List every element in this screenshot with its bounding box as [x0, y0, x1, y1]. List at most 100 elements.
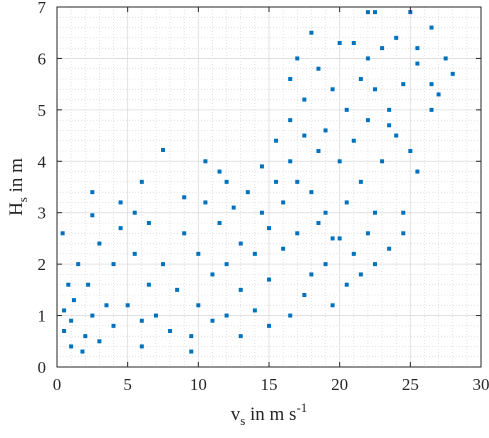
data-point	[238, 334, 243, 339]
y-tick-label: 6	[38, 49, 47, 68]
data-point	[365, 231, 370, 236]
data-point	[86, 282, 91, 287]
data-point	[358, 179, 363, 184]
y-tick-label: 4	[38, 152, 47, 171]
data-point	[259, 210, 264, 215]
data-point	[302, 133, 307, 138]
data-point	[323, 210, 328, 215]
data-point	[104, 303, 109, 308]
data-point	[111, 323, 116, 328]
x-tick-label: 5	[123, 375, 132, 394]
data-point	[118, 226, 123, 231]
data-point	[288, 313, 293, 318]
data-point	[373, 262, 377, 267]
data-point	[153, 313, 158, 318]
data-point	[80, 349, 85, 354]
data-point	[189, 349, 194, 354]
data-point	[259, 164, 264, 169]
data-point	[274, 138, 279, 143]
data-point	[302, 293, 307, 297]
data-point	[323, 128, 328, 133]
data-point	[132, 251, 137, 256]
data-point	[203, 159, 208, 164]
data-point	[62, 329, 67, 333]
data-point	[281, 200, 286, 205]
data-point	[245, 190, 250, 195]
data-point	[252, 251, 257, 256]
data-point	[295, 56, 300, 61]
data-point	[387, 107, 392, 112]
data-point	[401, 231, 406, 236]
data-point	[267, 323, 271, 328]
data-point	[429, 82, 434, 87]
data-point	[351, 41, 356, 45]
data-point	[90, 213, 95, 218]
data-point	[288, 77, 293, 81]
data-point	[97, 241, 102, 246]
data-point	[358, 272, 363, 277]
data-point	[380, 159, 385, 164]
data-point	[415, 169, 420, 174]
y-tick-label: 3	[38, 204, 47, 223]
data-point	[337, 236, 342, 241]
x-axis-label-sub: s	[240, 413, 245, 428]
data-point	[337, 159, 342, 164]
data-point	[66, 282, 71, 287]
data-point	[450, 71, 455, 76]
data-point	[443, 56, 448, 61]
data-point	[125, 303, 130, 308]
data-point	[387, 246, 392, 251]
data-point	[274, 179, 279, 184]
data-point	[344, 107, 349, 112]
data-point	[90, 313, 95, 318]
data-point	[111, 262, 116, 267]
data-point	[139, 179, 144, 184]
ticks: 0 5 10 15 20 25 30 0 1 2 3 4 5 6 7	[38, 0, 489, 394]
data-point	[309, 190, 314, 195]
data-point	[429, 25, 434, 30]
y-tick-label: 2	[38, 255, 47, 274]
x-tick-label: 10	[190, 375, 207, 394]
data-point	[238, 287, 243, 292]
data-point	[139, 318, 144, 323]
x-axis-label-rest: in m s	[245, 404, 296, 425]
data-point	[231, 205, 236, 210]
data-point	[415, 61, 420, 66]
data-point	[196, 303, 201, 308]
data-point	[210, 272, 215, 277]
y-tick-label: 7	[38, 0, 47, 17]
data-point	[401, 210, 406, 215]
data-point	[217, 169, 222, 174]
y-tick-label: 1	[38, 307, 47, 326]
data-point	[373, 87, 377, 92]
data-point	[139, 344, 144, 349]
data-point	[401, 82, 406, 87]
data-point	[224, 262, 229, 267]
data-point	[394, 133, 399, 138]
data-point	[60, 231, 65, 236]
data-point	[387, 123, 392, 128]
data-point	[182, 195, 187, 200]
data-point	[408, 10, 413, 15]
data-point	[288, 118, 293, 123]
data-point	[429, 107, 434, 112]
y-axis-label-rest: in m	[6, 158, 27, 197]
data-points	[60, 10, 455, 354]
y-axis-label: Hs in m	[6, 158, 30, 216]
data-point	[373, 210, 377, 215]
y-axis-label-main: H	[6, 202, 27, 216]
data-point	[351, 251, 356, 256]
y-axis-label-sub: s	[15, 197, 30, 202]
data-point	[83, 334, 88, 339]
data-point	[267, 277, 271, 282]
data-point	[380, 46, 385, 51]
data-point	[71, 298, 76, 303]
data-point	[146, 221, 151, 225]
data-point	[309, 272, 314, 277]
data-point	[316, 221, 321, 225]
data-point	[203, 200, 208, 205]
data-point	[224, 313, 229, 318]
x-axis-label: vs in m s-1	[231, 400, 308, 428]
data-point	[97, 339, 102, 344]
data-point	[118, 200, 123, 205]
